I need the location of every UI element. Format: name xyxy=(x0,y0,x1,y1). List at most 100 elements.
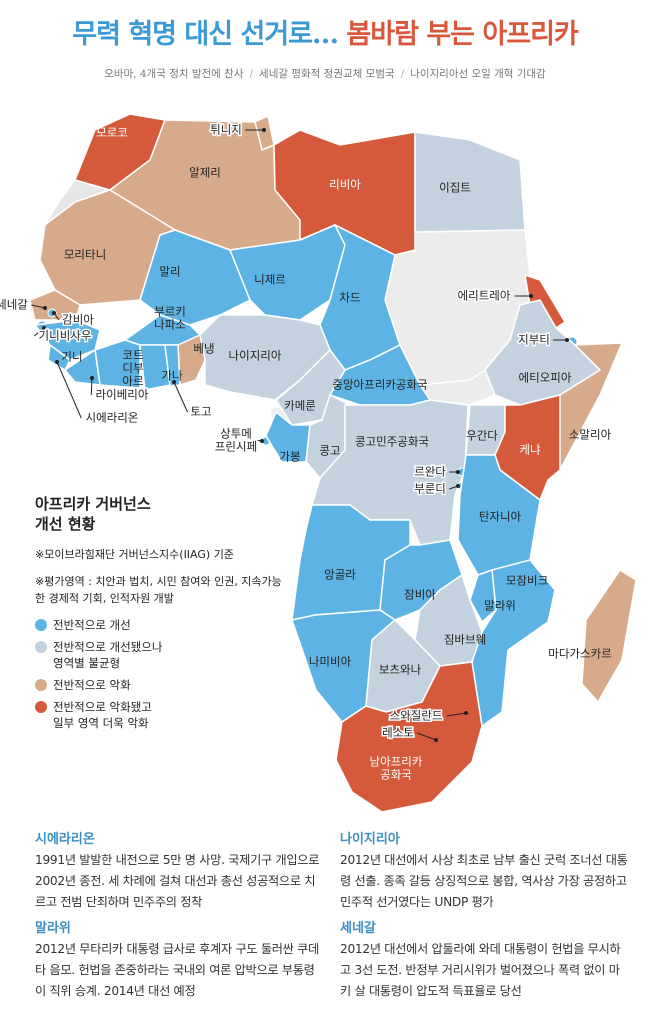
country-label: 남아프리카 공화국 xyxy=(370,754,423,781)
country-label: 중앙아프리카공화국 xyxy=(332,378,427,392)
country-shape xyxy=(581,568,637,704)
story-heading: 말라위 xyxy=(35,921,71,936)
title-part2: 봄바람 부는 아프리카 xyxy=(346,19,578,50)
country-label: 나미비아 xyxy=(309,655,352,669)
legend-criteria: ※평가영역 : 치안과 법치, 시민 참여와 인권, 지속가능한 경제적 기회,… xyxy=(35,575,282,605)
legend: 아프리카 거버넌스 개선 현황 ※모이브라힘재단 거버넌스지수(IIAG) 기준… xyxy=(35,494,285,737)
country-label: 모잠비크 xyxy=(506,574,548,588)
legend-item: 전반적으로 악화됐고 일부 영역 더욱 악화 xyxy=(35,699,285,731)
country-label: 레소토 xyxy=(382,726,414,740)
leader-line xyxy=(90,377,93,396)
story: 나이지리아 2012년 대선에서 사상 최초로 남부 출신 굿럭 조너선 대통령 … xyxy=(340,828,630,913)
country-shape xyxy=(524,273,567,329)
country-label: 부르키 나파소 xyxy=(154,304,186,331)
country-label: 스와질란드 xyxy=(390,709,443,723)
country-shapes xyxy=(29,113,637,813)
country-label: 튀니지 xyxy=(210,123,242,137)
country-label: 니제르 xyxy=(254,273,286,287)
leader-line xyxy=(56,361,82,419)
country-label: 탄자니아 xyxy=(479,510,522,524)
country-label: 말리 xyxy=(159,265,180,279)
country-label: 상투메 프린시페 xyxy=(215,426,257,453)
legend-swatch xyxy=(35,641,47,653)
country-label: 모로코 xyxy=(96,126,128,140)
country-label: 소말리아 xyxy=(569,428,612,442)
leader-dot xyxy=(42,326,46,330)
country-label: 르완다 xyxy=(414,465,446,479)
separator: / xyxy=(400,68,405,80)
legend-swatch xyxy=(35,619,47,631)
country-label: 이집트 xyxy=(439,181,471,195)
country-label: 감비아 xyxy=(62,313,94,327)
country-label: 시에라리온 xyxy=(86,411,139,425)
leader-dot xyxy=(434,738,438,742)
country-label: 에리트레아 xyxy=(458,289,511,303)
legend-swatch xyxy=(35,679,47,691)
country-shape xyxy=(414,131,526,233)
story-heading: 세네갈 xyxy=(340,921,376,936)
country-label: 가나 xyxy=(161,369,183,383)
legend-source: ※모이브라힘재단 거버넌스지수(IIAG) 기준 xyxy=(35,548,234,561)
story: 세네갈 2012년 대선에서 압둘라예 와데 대통령이 헌법을 무시하고 3선 도… xyxy=(340,917,630,1002)
leader-line xyxy=(31,304,46,309)
legend-label: 전반적으로 개선됐으나 영역별 불균형 xyxy=(53,640,163,670)
country-label: 알제리 xyxy=(189,166,221,180)
legend-label: 전반적으로 개선 xyxy=(53,618,131,632)
country-label: 부룬디 xyxy=(414,482,446,496)
legend-item: 전반적으로 개선됐으나 영역별 불균형 xyxy=(35,639,285,671)
leader-line xyxy=(446,712,467,717)
title: 무력 혁명 대신 선거로… 봄바람 부는 아프리카 xyxy=(0,12,650,51)
country-label: 나이지리아 xyxy=(229,349,282,363)
story-body: 2012년 대선에서 압둘라예 와데 대통령이 헌법을 무시하고 3선 도전. … xyxy=(340,942,621,998)
leader-line xyxy=(173,381,188,413)
country-label: 보츠와나 xyxy=(379,663,422,677)
leader-dot xyxy=(90,376,94,380)
legend-item: 전반적으로 악화 xyxy=(35,677,285,693)
legend-label: 전반적으로 악화됐고 일부 영역 더욱 악화 xyxy=(53,700,152,730)
leader-line xyxy=(33,327,45,337)
leader-dot xyxy=(529,294,533,298)
country-shape xyxy=(47,343,71,372)
leader-dot xyxy=(172,380,176,384)
story-body: 1991년 발발한 내전으로 5만 명 사망. 국제기구 개입으로 2002년 … xyxy=(35,853,320,909)
country-label: 베냉 xyxy=(193,342,214,356)
leader-dot xyxy=(55,360,59,364)
story: 말라위 2012년 무타리카 대통령 급사로 후계자 구도 둘러싼 쿠데타 음모.… xyxy=(35,917,325,1002)
country-label: 차드 xyxy=(339,291,360,305)
country-label: 말라위 xyxy=(484,599,516,613)
country-label: 콩고민주공화국 xyxy=(355,435,429,449)
country-label: 가봉 xyxy=(279,450,300,464)
leader-dot xyxy=(262,128,266,132)
country-label: 마다가스카르 xyxy=(548,647,611,661)
country-label: 케냐 xyxy=(519,443,541,457)
country-shape xyxy=(335,661,483,813)
leader-dot xyxy=(464,711,468,715)
subtitle-item: 세네갈 평화적 정권교체 모범국 xyxy=(259,68,395,80)
legend-title: 아프리카 거버넌스 개선 현황 xyxy=(35,495,151,533)
leader-dot xyxy=(456,470,460,474)
country-shape xyxy=(471,559,556,728)
story-heading: 시에라리온 xyxy=(35,832,95,847)
country-label: 코트 디부 아르 xyxy=(122,348,143,388)
country-shape xyxy=(494,394,561,502)
country-label: 리비아 xyxy=(329,178,361,192)
story: 시에라리온 1991년 발발한 내전으로 5만 명 사망. 국제기구 개입으로 2… xyxy=(35,828,325,913)
leader-dot xyxy=(43,306,47,310)
country-label: 세네갈 xyxy=(0,298,28,312)
legend-label: 전반적으로 악화 xyxy=(53,678,131,692)
country-shape xyxy=(469,568,497,624)
country-label: 토고 xyxy=(190,405,211,419)
subtitle-item: 나이지리아선 오일 개혁 기대감 xyxy=(410,68,546,80)
country-shape xyxy=(164,344,181,387)
story-heading: 나이지리아 xyxy=(340,832,400,847)
country-shape xyxy=(29,289,81,321)
legend-item: 전반적으로 개선 xyxy=(35,617,285,633)
title-part1: 무력 혁명 대신 선거로… xyxy=(72,19,339,50)
country-label: 기니 xyxy=(61,350,82,364)
country-label: 모리타니 xyxy=(64,248,106,262)
country-label: 지부티 xyxy=(518,333,550,347)
country-label: 라이베리아 xyxy=(96,388,149,402)
